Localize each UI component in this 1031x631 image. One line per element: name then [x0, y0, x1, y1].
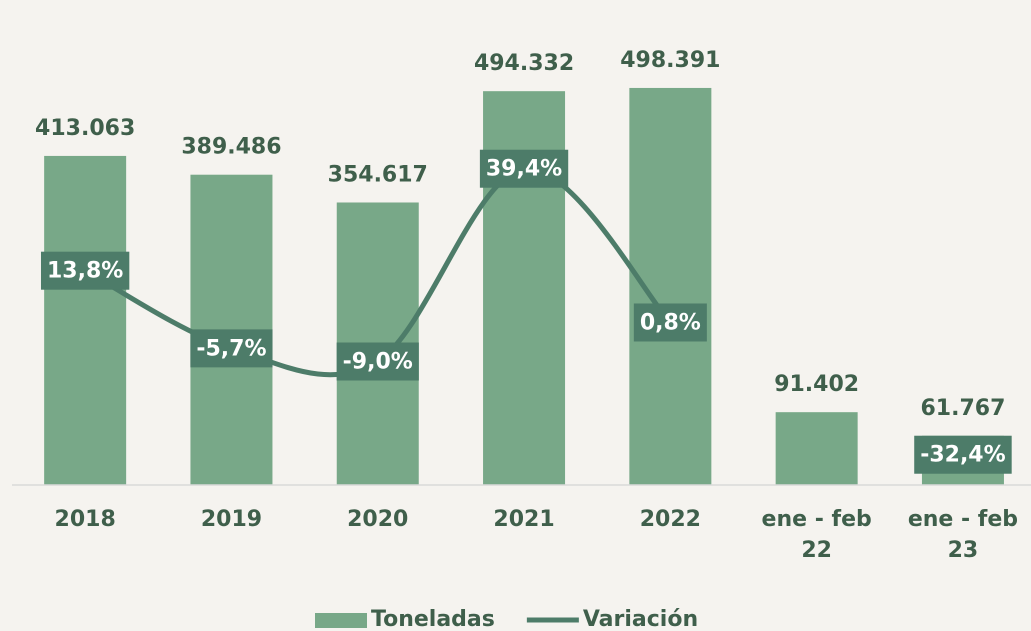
bar-value-label: 498.391 [620, 48, 720, 73]
line-value-text: 13,8% [47, 259, 123, 284]
x-tick-label: 2022 [640, 507, 701, 532]
bar-value-label: 354.617 [328, 162, 428, 187]
bar-value-label: 494.332 [474, 51, 574, 76]
line-value-text: -32,4% [920, 443, 1005, 468]
line-value-text: -5,7% [196, 336, 266, 361]
line-value-label: 13,8% [40, 251, 130, 290]
line-value-label: 0,8% [633, 303, 707, 342]
label-box [633, 303, 707, 342]
legend-swatch [315, 613, 367, 628]
line-value-label: -32,4% [914, 435, 1012, 474]
bar-value-label: 61.767 [920, 396, 1005, 421]
legend-label: Variación [583, 607, 698, 631]
label-box [914, 435, 1012, 474]
bar-value-label: 413.063 [35, 116, 135, 141]
label-box [40, 251, 130, 290]
x-tick-label: ene - feb 23 [908, 507, 1018, 563]
bar [44, 155, 127, 485]
x-tick-label: ene - feb 22 [762, 507, 872, 563]
line-value-label: 39,4% [479, 149, 569, 188]
legend-label: Toneladas [371, 607, 495, 631]
line-value-label: -9,0% [336, 342, 419, 381]
label-box [479, 149, 569, 188]
x-tick-label: 2018 [55, 507, 116, 532]
bar [775, 412, 858, 485]
line-value-label: -5,7% [190, 329, 273, 368]
bar-value-label: 91.402 [774, 372, 859, 397]
line-value-text: 39,4% [486, 157, 562, 182]
x-tick-label: 2020 [347, 507, 408, 532]
bar-value-label: 389.486 [181, 135, 281, 160]
x-tick-label: 2019 [201, 507, 262, 532]
label-box [190, 329, 273, 368]
line-value-text: -9,0% [343, 350, 413, 375]
line-value-text: 0,8% [640, 310, 701, 335]
label-box [336, 342, 419, 381]
x-tick-label: 2021 [493, 507, 554, 532]
